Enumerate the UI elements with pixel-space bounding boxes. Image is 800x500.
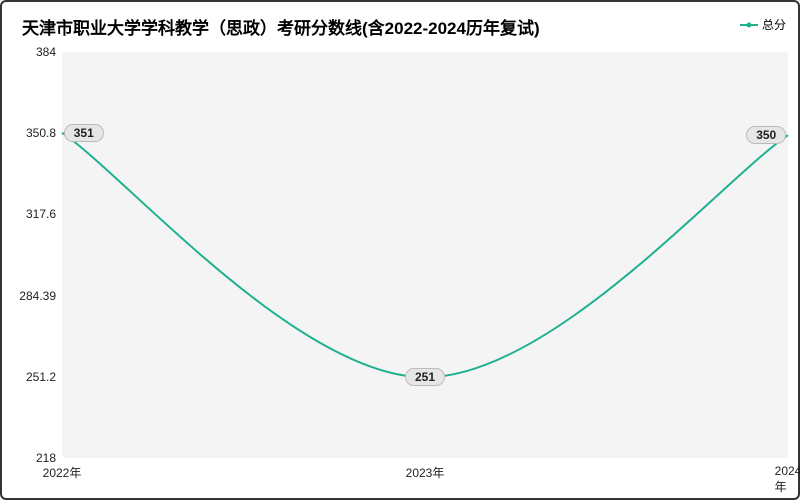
- y-axis-tick: 284.39: [19, 289, 56, 303]
- y-axis-tick: 218: [36, 451, 56, 465]
- y-axis-tick: 384: [36, 45, 56, 59]
- y-axis-tick: 317.6: [26, 207, 56, 221]
- y-axis-tick: 350.8: [26, 126, 56, 140]
- chart-container: 天津市职业大学学科教学（思政）考研分数线(含2022-2024历年复试) 总分 …: [0, 0, 800, 500]
- x-axis-tick: 2023年: [406, 464, 445, 481]
- x-axis-tick: 2022年: [43, 464, 82, 481]
- data-point-label: 251: [405, 368, 445, 386]
- legend-marker-icon: [740, 24, 758, 26]
- legend-label: 总分: [762, 16, 786, 33]
- series-line: [62, 133, 788, 378]
- x-axis-tick: 2024年: [775, 464, 800, 495]
- y-axis-tick: 251.2: [26, 370, 56, 384]
- data-point-label: 350: [746, 126, 786, 144]
- legend: 总分: [740, 16, 786, 33]
- plot-area: 218251.2284.39317.6350.83842022年2023年202…: [62, 52, 788, 458]
- line-chart-svg: [62, 52, 788, 458]
- data-point-label: 351: [64, 124, 104, 142]
- chart-title: 天津市职业大学学科教学（思政）考研分数线(含2022-2024历年复试): [22, 14, 540, 39]
